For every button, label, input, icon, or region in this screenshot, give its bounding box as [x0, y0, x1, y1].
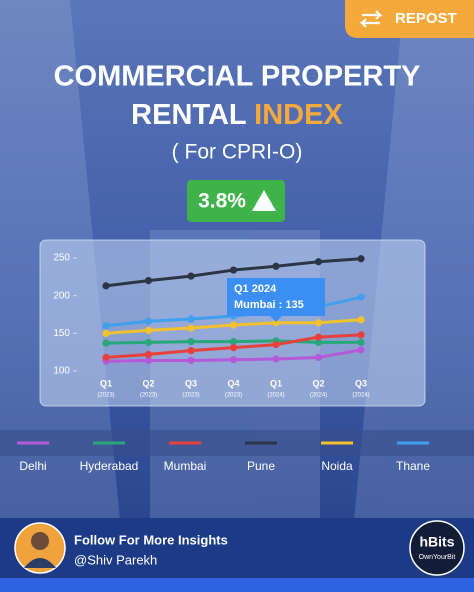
legend-label: Mumbai	[164, 459, 207, 473]
x-tick-sublabel: (2023)	[140, 393, 157, 399]
data-point	[102, 353, 110, 362]
data-point	[357, 293, 365, 301]
data-point	[314, 319, 323, 327]
data-point	[229, 338, 238, 346]
x-tick-sublabel: (2023)	[225, 393, 242, 399]
data-point	[314, 353, 323, 362]
data-point	[102, 339, 110, 347]
data-point	[357, 316, 365, 324]
footer	[0, 518, 474, 580]
repost-button[interactable]	[345, 0, 474, 38]
y-tick-label: 200	[53, 290, 70, 301]
title-line: RENTAL INDEX	[131, 99, 343, 131]
data-point	[102, 322, 110, 330]
legend-label: Hyderabad	[80, 459, 139, 473]
handle: @Shiv Parekh	[74, 552, 157, 567]
data-point	[144, 317, 153, 325]
legend-label: Thane	[396, 459, 430, 473]
title-word: RENTAL	[131, 99, 246, 131]
data-point	[357, 255, 365, 263]
data-point	[229, 344, 238, 352]
footer-bar	[0, 578, 474, 592]
data-point	[144, 356, 153, 365]
data-point	[272, 319, 280, 327]
title-line: COMMERCIAL PROPERTY	[54, 61, 421, 93]
badge-value: 3.8%	[198, 190, 246, 213]
logo-tagline: OwnYourBit	[419, 554, 456, 561]
x-tick-label: Q1	[270, 378, 282, 388]
x-tick-label: Q1	[100, 378, 112, 388]
data-point	[187, 324, 195, 332]
data-point	[229, 266, 238, 274]
x-tick-sublabel: (2024)	[310, 393, 327, 399]
x-tick-label: Q2	[312, 378, 324, 388]
up-arrow	[252, 190, 276, 211]
tooltip-text: Mumbai : 135	[234, 299, 304, 311]
data-point	[229, 356, 238, 364]
data-point	[314, 338, 323, 346]
avatar-head	[31, 532, 49, 550]
data-point	[272, 355, 280, 363]
tooltip	[227, 278, 325, 322]
x-tick-label: Q3	[185, 378, 197, 388]
x-tick-label: Q2	[142, 378, 154, 388]
data-point	[272, 262, 280, 270]
tooltip-title: Q1 2024	[234, 283, 277, 295]
y-tick-label: 100	[53, 366, 70, 377]
data-point	[102, 282, 110, 290]
title-highlight: INDEX	[254, 99, 343, 131]
data-point	[314, 333, 323, 341]
data-point	[272, 341, 280, 349]
avatar-body	[24, 558, 56, 568]
y-tick-label: 150	[53, 328, 70, 339]
data-point	[144, 277, 153, 285]
legend: Delhi Hyderabad Mumbai Pune Noida Thane	[17, 441, 430, 473]
data-point	[102, 329, 110, 337]
y-tick-label: 250	[53, 253, 70, 264]
data-point	[144, 326, 153, 334]
x-tick-sublabel: (2024)	[352, 393, 369, 399]
data-point	[357, 338, 365, 346]
data-point	[357, 346, 365, 354]
x-tick-sublabel: (2023)	[97, 393, 114, 399]
data-point	[144, 350, 153, 359]
data-point	[229, 321, 238, 329]
data-point	[187, 347, 195, 355]
legend-label: Noida	[321, 459, 353, 473]
x-tick-label: Q4	[227, 378, 239, 388]
repost-label: REPOST	[395, 10, 457, 27]
subtitle: ( For CPRI-O)	[172, 141, 303, 164]
legend-strip	[0, 430, 474, 456]
data-point	[187, 272, 195, 280]
data-point	[187, 356, 195, 365]
legend-label: Pune	[247, 459, 275, 473]
logo-text: hBits	[420, 534, 455, 550]
cta: Follow For More Insights	[74, 532, 228, 547]
data-point	[357, 331, 365, 339]
x-tick-sublabel: (2024)	[267, 393, 284, 399]
data-point	[314, 258, 323, 266]
data-point	[187, 315, 195, 323]
repost-icon	[359, 10, 383, 28]
data-point	[187, 338, 195, 346]
logo[interactable]	[409, 520, 465, 576]
x-tick-sublabel: (2023)	[182, 393, 199, 399]
legend-label: Delhi	[19, 459, 46, 473]
x-tick-label: Q3	[355, 378, 367, 388]
data-point	[144, 338, 153, 346]
plot: 100 150 200 250 Q1 (2023) Q2 (2023) Q3 (2023) Q4 (2…	[53, 253, 369, 399]
change-badge	[187, 180, 285, 222]
